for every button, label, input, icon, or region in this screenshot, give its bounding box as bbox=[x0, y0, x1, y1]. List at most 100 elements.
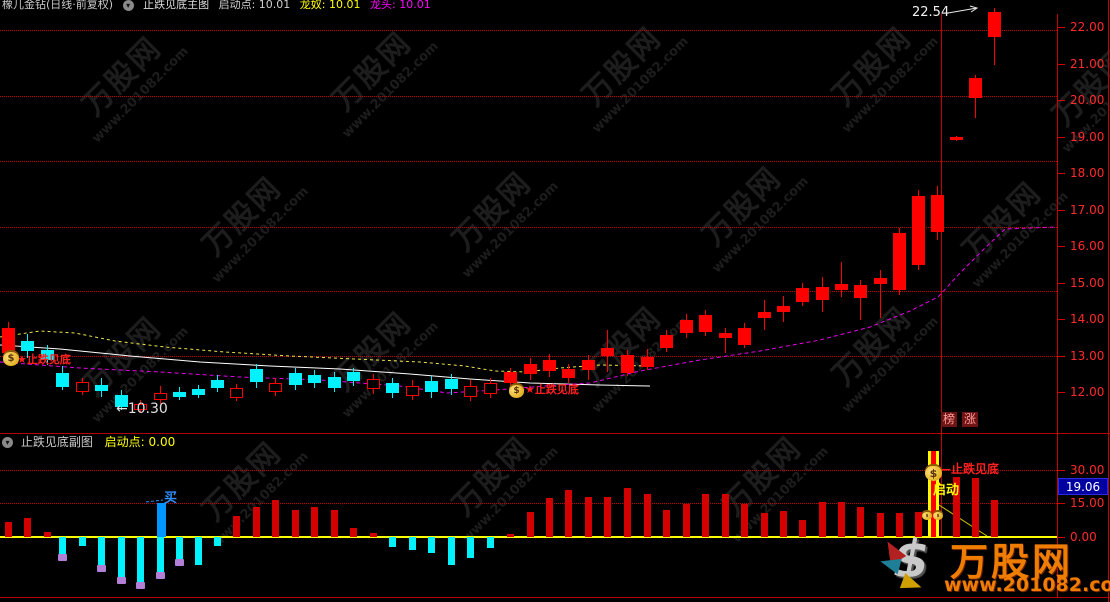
axis-tick bbox=[1058, 470, 1065, 471]
watermark-tile: 万股网 www.201082.com bbox=[414, 134, 576, 296]
sub-chart-header: ▾ 止跌见底副图 启动点: 0.00 bbox=[2, 435, 175, 449]
candle bbox=[680, 320, 693, 333]
watermark-tile: 万股网 www.201082.com bbox=[924, 144, 1086, 306]
watermark-tile: 万股网 www.201082.com bbox=[544, 0, 706, 150]
candle-wick bbox=[841, 262, 842, 297]
volume-bar bbox=[624, 488, 631, 537]
price-label: 16.00 bbox=[1070, 239, 1105, 253]
candle bbox=[660, 335, 673, 348]
collapse-main-icon[interactable]: ▾ bbox=[122, 0, 134, 11]
volume-bar bbox=[915, 512, 922, 537]
watermark-brand-text: 万股网 bbox=[955, 175, 1049, 268]
candle bbox=[777, 306, 790, 312]
volume-bar bbox=[585, 497, 592, 537]
main-gridline bbox=[0, 161, 1057, 162]
price-label: 18.00 bbox=[1070, 166, 1105, 180]
volume-bar bbox=[877, 513, 884, 537]
watermark-brand-text: 万股网 bbox=[695, 160, 789, 253]
volume-bar bbox=[5, 522, 12, 537]
moneybag-icon: $ bbox=[925, 466, 942, 481]
watermark-tile: 万股网 www.201082.com bbox=[164, 404, 326, 566]
main-gridline bbox=[0, 96, 1057, 97]
candle bbox=[250, 369, 263, 382]
watermark-tile: 万股网 www.201082.com bbox=[164, 139, 326, 301]
volume-bar bbox=[972, 478, 979, 537]
qidong-label: 启动 bbox=[933, 483, 960, 498]
peak-arrowhead bbox=[969, 5, 979, 13]
candle bbox=[230, 388, 243, 398]
price-label: 19.00 bbox=[1070, 130, 1105, 144]
main-gridline bbox=[0, 356, 1057, 357]
candle bbox=[115, 395, 128, 407]
candle bbox=[95, 385, 108, 391]
volume-bar bbox=[683, 504, 690, 537]
volume-bar bbox=[370, 533, 377, 537]
collapse-sub-icon[interactable]: ▾ bbox=[2, 437, 13, 448]
purple-cap-marker bbox=[175, 559, 184, 566]
price-label: 21.00 bbox=[1070, 57, 1105, 71]
volume-bar bbox=[799, 520, 806, 537]
volume-bar bbox=[331, 510, 338, 537]
volume-bar bbox=[195, 537, 202, 565]
watermark-tile: 万股网 www.201082.com bbox=[544, 269, 706, 431]
axis-tick bbox=[1058, 64, 1065, 65]
volume-bar bbox=[702, 494, 709, 537]
volume-bar bbox=[761, 513, 768, 537]
volume-bar bbox=[59, 537, 66, 558]
axis-tick bbox=[1058, 283, 1065, 284]
bottom-border-line bbox=[0, 597, 1110, 598]
axis-tick bbox=[1058, 246, 1065, 247]
candle bbox=[425, 381, 438, 392]
candle bbox=[719, 333, 732, 338]
main-gridline bbox=[0, 30, 1057, 31]
sub-price-label: 15.00 bbox=[1070, 496, 1105, 510]
candle bbox=[758, 312, 771, 318]
volume-bar bbox=[272, 500, 279, 537]
candle bbox=[601, 348, 614, 356]
candle bbox=[931, 195, 944, 232]
candle bbox=[854, 285, 867, 298]
watermark-brand-text: 万股网 bbox=[445, 430, 539, 523]
candle bbox=[192, 389, 205, 395]
candle bbox=[699, 315, 712, 332]
volume-bar bbox=[604, 497, 611, 537]
volume-bar bbox=[389, 537, 396, 547]
volume-bar bbox=[467, 537, 474, 558]
axis-tick bbox=[1058, 27, 1065, 28]
candle-wick bbox=[725, 328, 726, 353]
site-watermark-url: www.201082.com bbox=[944, 574, 1110, 596]
sub-indicator-name[interactable]: 止跌见底副图 bbox=[20, 435, 93, 449]
price-label: 22.00 bbox=[1070, 20, 1105, 34]
volume-bar bbox=[546, 498, 553, 537]
axis-tick bbox=[1058, 210, 1065, 211]
purple-cap-marker bbox=[136, 582, 145, 589]
candle bbox=[406, 386, 419, 396]
price-label: 15.00 bbox=[1070, 276, 1105, 290]
main-indicator-name[interactable]: 止跌见底主图 bbox=[143, 0, 210, 11]
price-label: 20.00 bbox=[1070, 93, 1105, 107]
sub-price-label: 0.00 bbox=[1070, 530, 1097, 544]
candle bbox=[738, 328, 751, 345]
candle bbox=[484, 383, 497, 394]
volume-bar bbox=[644, 494, 651, 537]
moneybag-icon: $ bbox=[509, 385, 524, 398]
buy-label: 买 bbox=[164, 491, 178, 506]
candle bbox=[641, 357, 654, 367]
price-label: 14.00 bbox=[1070, 312, 1105, 326]
watermark-brand-text: 万股网 bbox=[325, 305, 419, 398]
candle bbox=[582, 360, 595, 370]
purple-cap-marker bbox=[97, 565, 106, 572]
volume-bar bbox=[350, 528, 357, 537]
stock-title: 橡儿金钻(日线·前复权) bbox=[2, 0, 114, 11]
main-chart-header: 橡儿金钻(日线·前复权) ▾ 止跌见底主图 启动点: 10.01 龙奴: 10.… bbox=[2, 0, 437, 12]
volume-bar bbox=[780, 511, 787, 537]
volume-bar bbox=[176, 537, 183, 563]
candle bbox=[211, 380, 224, 388]
watermark-brand-text: 万股网 bbox=[825, 20, 919, 113]
axis-tick bbox=[1058, 537, 1065, 538]
watermark-tile: 万股网 www.201082.com bbox=[294, 274, 456, 436]
watermark-brand-text: 万股网 bbox=[445, 165, 539, 258]
candle bbox=[969, 78, 982, 98]
bang-label: 榜 bbox=[941, 412, 958, 428]
